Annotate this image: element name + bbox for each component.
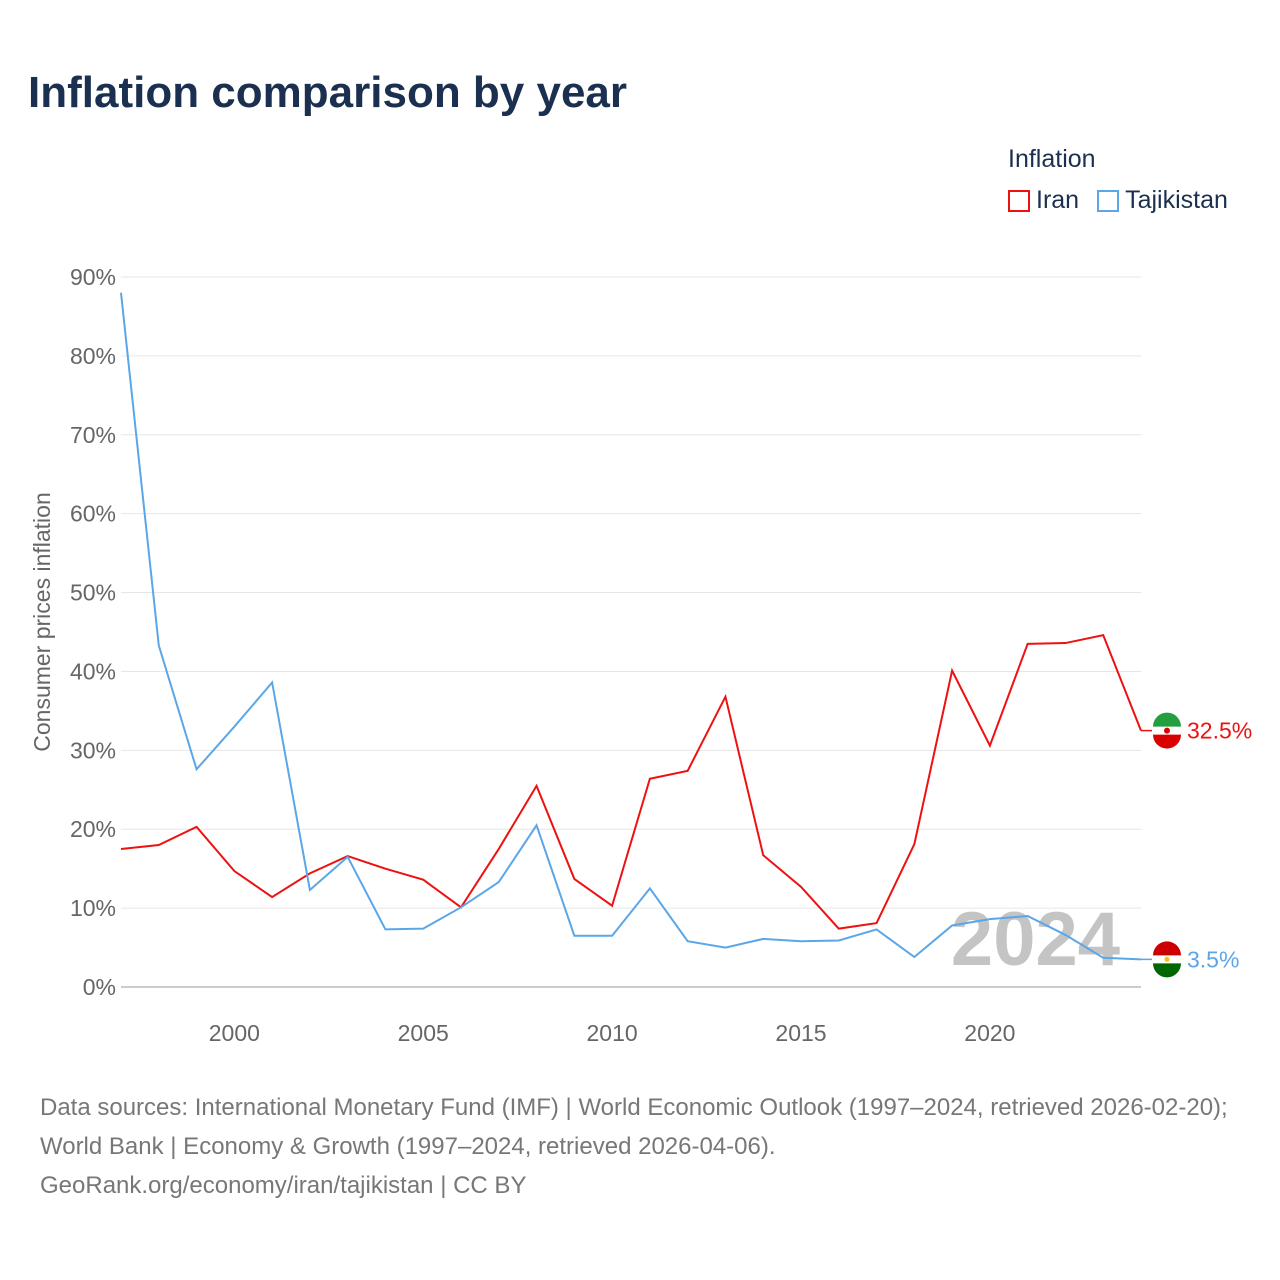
flag-stripe xyxy=(1153,712,1181,727)
line-chart: 0% 10% 20% 30% 40% 50% 60% 70% 80% 90% 2000 2005 201… xyxy=(29,264,1252,1046)
legend-item-tajikistan[interactable]: Tajikistan xyxy=(1097,186,1228,215)
y-tick-label: 30% xyxy=(70,737,116,763)
flag-stripe xyxy=(1153,734,1181,749)
legend-label-tajikistan: Tajikistan xyxy=(1125,186,1228,214)
x-tick-label: 2020 xyxy=(964,1020,1015,1046)
y-tick-label: 0% xyxy=(83,974,116,1000)
source-link[interactable]: GeoRank.org/economy/iran/tajikistan | CC… xyxy=(40,1172,527,1199)
y-tick-label: 90% xyxy=(70,264,116,290)
flag-emblem xyxy=(1164,727,1170,734)
x-tick-label: 2005 xyxy=(398,1020,449,1046)
legend-title: Inflation xyxy=(1008,145,1096,173)
end-value-label-tajikistan: 3.5% xyxy=(1187,946,1239,972)
y-axis-label: Consumer prices inflation xyxy=(29,492,55,752)
series-line-tajikistan xyxy=(120,292,1142,961)
legend-item-iran[interactable]: Iran xyxy=(1008,186,1079,215)
y-tick-label: 80% xyxy=(70,343,116,369)
year-watermark: 2024 xyxy=(951,897,1120,982)
chart-title: Inflation comparison by year xyxy=(28,68,628,117)
flag-stripe xyxy=(1153,941,1181,956)
x-tick-label: 2015 xyxy=(775,1020,826,1046)
y-tick-label: 50% xyxy=(70,580,116,606)
series-line-iran xyxy=(120,634,1142,930)
y-tick-label: 10% xyxy=(70,895,116,921)
legend-swatch-tajikistan xyxy=(1097,189,1120,212)
legend-label-iran: Iran xyxy=(1036,186,1080,214)
end-value-label-iran: 32.5% xyxy=(1187,718,1252,744)
legend-swatch-iran xyxy=(1008,189,1030,212)
legend: Iran Tajikistan xyxy=(1008,186,1228,215)
y-tick-label: 20% xyxy=(70,816,116,842)
source-text: Data sources: International Monetary Fun… xyxy=(40,1094,1228,1160)
y-tick-label: 60% xyxy=(70,501,116,527)
x-tick-label: 2010 xyxy=(587,1020,638,1046)
y-tick-label: 40% xyxy=(70,658,116,684)
flag-stripe xyxy=(1153,963,1181,978)
y-tick-label: 70% xyxy=(70,422,116,448)
flag-crown xyxy=(1164,956,1170,962)
source-note: Data sources: International Monetary Fun… xyxy=(40,1088,1250,1205)
x-tick-label: 2000 xyxy=(209,1020,260,1046)
